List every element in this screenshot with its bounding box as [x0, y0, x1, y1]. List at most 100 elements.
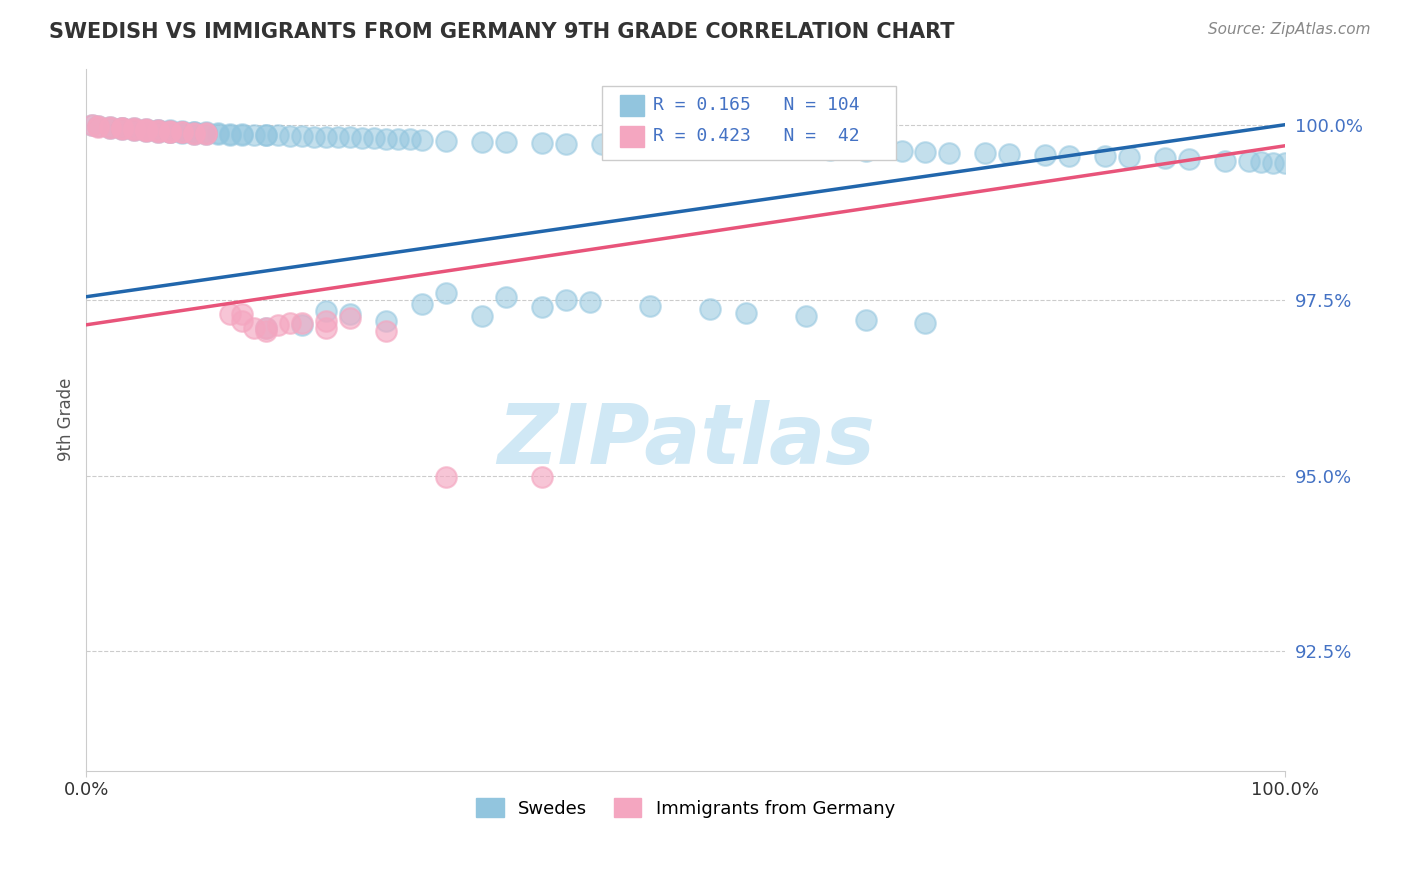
Point	[122, 122, 145, 136]
Point	[195, 126, 218, 140]
Text: Source: ZipAtlas.com: Source: ZipAtlas.com	[1208, 22, 1371, 37]
Point	[591, 137, 613, 152]
Point	[387, 132, 409, 146]
Point	[530, 300, 553, 314]
Point	[183, 125, 205, 139]
Text: R = 0.165   N = 104: R = 0.165 N = 104	[654, 96, 860, 114]
Point	[135, 123, 157, 137]
Point	[794, 142, 817, 156]
Point	[254, 128, 277, 142]
Point	[172, 125, 194, 139]
Point	[339, 311, 361, 326]
Point	[148, 122, 170, 136]
Point	[172, 125, 194, 139]
Point	[938, 145, 960, 160]
Point	[638, 299, 661, 313]
Point	[111, 121, 134, 136]
Point	[399, 132, 422, 146]
Point	[172, 126, 194, 140]
Text: ZIPatlas: ZIPatlas	[496, 401, 875, 481]
Point	[326, 130, 349, 145]
Point	[471, 309, 494, 323]
Point	[278, 128, 301, 143]
Point	[183, 127, 205, 141]
Point	[159, 124, 181, 138]
Point	[122, 122, 145, 136]
Point	[148, 124, 170, 138]
FancyBboxPatch shape	[620, 126, 644, 147]
Point	[734, 141, 756, 155]
Point	[135, 124, 157, 138]
Point	[1250, 155, 1272, 169]
Point	[219, 128, 242, 142]
Point	[1154, 152, 1177, 166]
Point	[554, 293, 576, 308]
Point	[159, 125, 181, 139]
Point	[254, 321, 277, 335]
Text: R = 0.423   N =  42: R = 0.423 N = 42	[654, 127, 860, 145]
Point	[148, 123, 170, 137]
Point	[148, 125, 170, 139]
Point	[363, 131, 385, 145]
Point	[159, 125, 181, 139]
Point	[87, 120, 110, 134]
Point	[770, 142, 793, 156]
Point	[135, 122, 157, 136]
Point	[207, 127, 229, 141]
Point	[231, 128, 253, 142]
Point	[434, 286, 457, 301]
Point	[699, 301, 721, 316]
Point	[195, 125, 218, 139]
Point	[111, 121, 134, 136]
Point	[914, 145, 936, 159]
Point	[495, 290, 517, 304]
Point	[1213, 153, 1236, 168]
Point	[183, 127, 205, 141]
Point	[111, 120, 134, 135]
Point	[710, 140, 733, 154]
Point	[291, 318, 314, 332]
Point	[231, 307, 253, 321]
Point	[998, 147, 1021, 161]
Point	[267, 318, 290, 332]
Point	[495, 135, 517, 149]
Point	[159, 125, 181, 139]
Point	[111, 122, 134, 136]
Point	[172, 124, 194, 138]
Point	[1274, 156, 1296, 170]
Point	[98, 120, 121, 135]
Point	[914, 316, 936, 330]
Point	[554, 136, 576, 151]
Point	[794, 309, 817, 323]
Point	[291, 128, 314, 143]
Point	[172, 125, 194, 139]
Point	[339, 130, 361, 145]
Point	[159, 123, 181, 137]
Point	[231, 127, 253, 141]
Point	[1178, 152, 1201, 166]
Point	[111, 122, 134, 136]
Text: SWEDISH VS IMMIGRANTS FROM GERMANY 9TH GRADE CORRELATION CHART: SWEDISH VS IMMIGRANTS FROM GERMANY 9TH G…	[49, 22, 955, 42]
Point	[302, 129, 325, 144]
Point	[855, 313, 877, 327]
Point	[122, 121, 145, 136]
Point	[82, 119, 104, 133]
Point	[254, 324, 277, 338]
Point	[278, 316, 301, 330]
Point	[315, 303, 337, 318]
Point	[148, 125, 170, 139]
Point	[1035, 148, 1057, 162]
Point	[375, 324, 398, 338]
Point	[530, 470, 553, 484]
Point	[207, 126, 229, 140]
Point	[87, 119, 110, 133]
Point	[219, 307, 242, 321]
Point	[254, 128, 277, 143]
Point	[1094, 149, 1116, 163]
Point	[1237, 154, 1260, 169]
Point	[82, 119, 104, 133]
Point	[651, 138, 673, 153]
Point	[111, 120, 134, 135]
Point	[434, 134, 457, 148]
Point	[411, 133, 433, 147]
